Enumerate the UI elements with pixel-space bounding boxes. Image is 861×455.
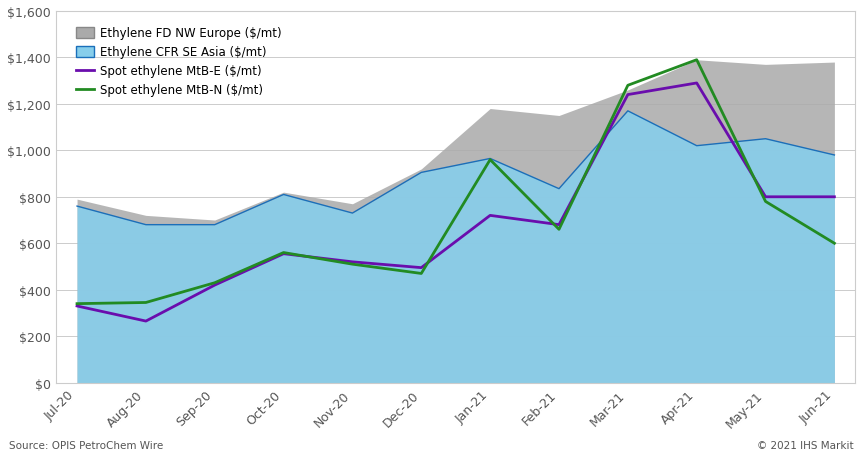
Text: © 2021 IHS Markit: © 2021 IHS Markit (756, 440, 852, 450)
Legend: Ethylene FD NW Europe ($/mt), Ethylene CFR SE Asia ($/mt), Spot ethylene MtB-E (: Ethylene FD NW Europe ($/mt), Ethylene C… (71, 21, 287, 103)
Text: Source: OPIS PetroChem Wire: Source: OPIS PetroChem Wire (9, 440, 163, 450)
